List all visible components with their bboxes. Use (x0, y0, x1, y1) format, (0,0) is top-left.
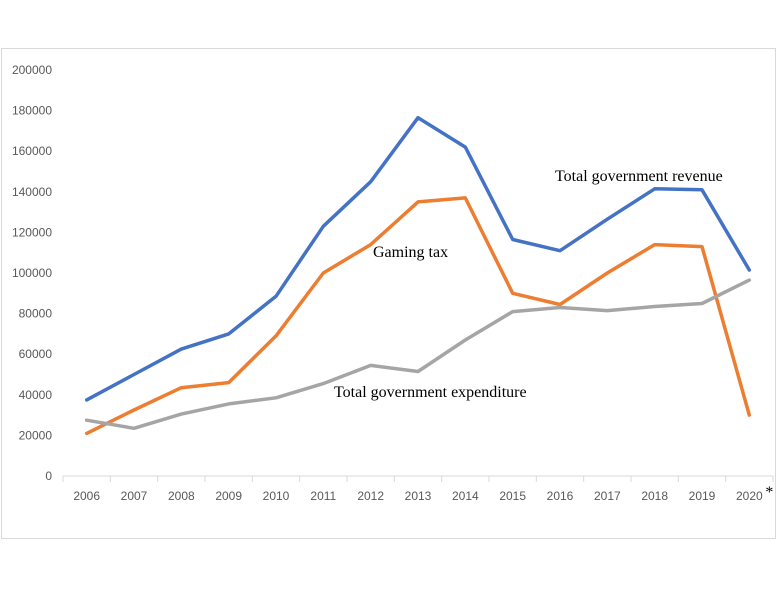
x-tick-label: 2009 (215, 489, 242, 503)
x-tick-label: 2020 (736, 489, 763, 503)
annotation-gaming-tax: Gaming tax (373, 244, 448, 261)
x-tick-label: 2011 (310, 489, 336, 503)
x-tick-label: 2018 (641, 489, 668, 503)
x-tick-label: 2017 (594, 489, 621, 503)
x-tick-label: 2014 (452, 489, 479, 503)
y-tick-label: 40000 (19, 388, 53, 402)
x-tick-label: 2007 (121, 489, 148, 503)
x-tick-label: 2013 (405, 489, 432, 503)
y-tick-label: 160000 (12, 144, 52, 158)
y-tick-label: 120000 (12, 225, 52, 239)
y-tick-label: 80000 (19, 307, 53, 321)
y-tick-label: 180000 (12, 104, 52, 118)
x-tick-label-suffix: * (765, 484, 773, 501)
chart-frame (1, 48, 776, 539)
series-line-total-government-expenditure (84, 278, 752, 431)
x-tick-label: 2008 (168, 489, 195, 503)
y-tick-label: 100000 (12, 266, 52, 280)
x-tick-label: 2015 (499, 489, 526, 503)
axes: 2006 2007 2008 2009 2010 2011 2012 2013 2014 2015… (12, 63, 774, 503)
annotation-total-government-expenditure: Total government expenditure (334, 384, 527, 401)
x-tick-label: 2010 (263, 489, 290, 503)
annotation-total-government-revenue: Total government revenue (555, 168, 723, 185)
series-line-total-government-revenue (84, 115, 752, 402)
x-tick-label: 2006 (73, 489, 100, 503)
y-tick-label: 60000 (19, 347, 53, 361)
x-tick-label: 2019 (689, 489, 716, 503)
x-tick-label: 2012 (357, 489, 384, 503)
y-tick-label: 200000 (12, 63, 52, 77)
series-line-gaming-tax (84, 196, 752, 436)
y-tick-label: 140000 (12, 185, 52, 199)
x-tick-label: 2016 (547, 489, 574, 503)
y-tick-label: 0 (45, 469, 52, 483)
series-lines (84, 115, 752, 436)
y-tick-label: 20000 (19, 428, 53, 442)
